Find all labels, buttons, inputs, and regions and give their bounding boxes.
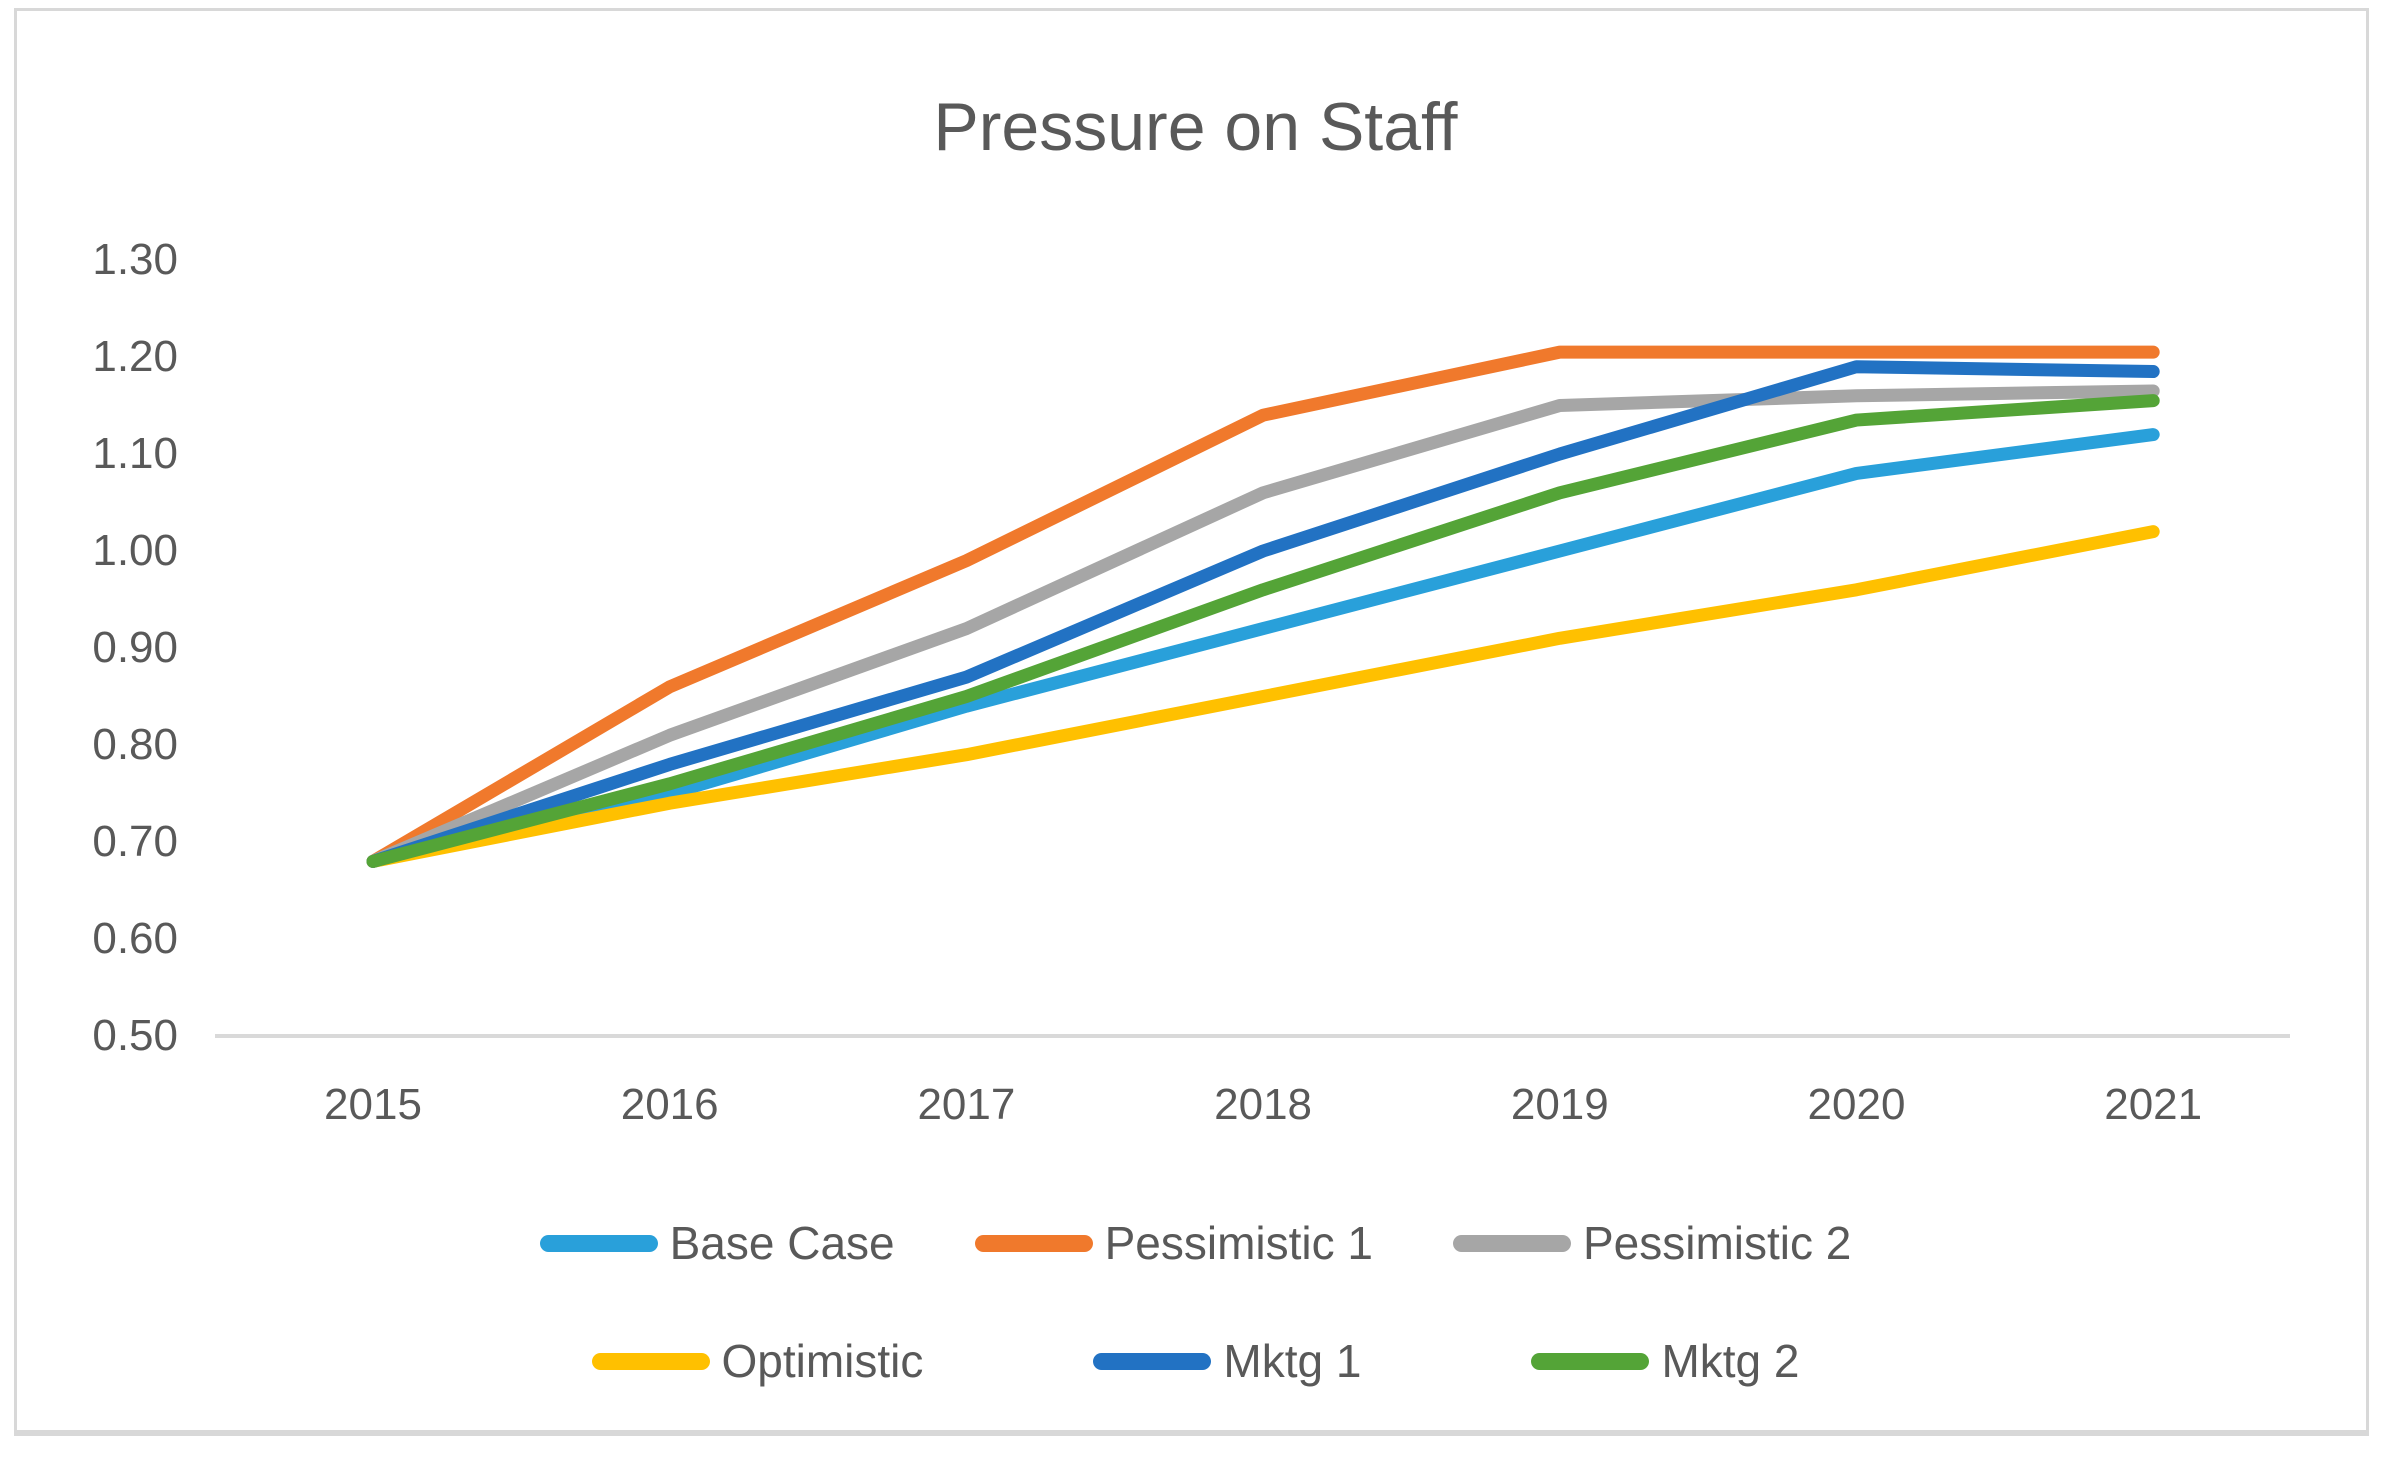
y-tick-label-0.70: 0.70 <box>92 817 178 866</box>
y-tick-label-0.80: 0.80 <box>92 720 178 769</box>
series-line-mktg-2 <box>366 394 2160 868</box>
x-tick-label-2015: 2015 <box>324 1080 422 1129</box>
legend-label-pessimistic-1: Pessimistic 1 <box>1104 1217 1373 1269</box>
y-tick-label-0.90: 0.90 <box>92 623 178 672</box>
legend-item-pessimistic-1: Pessimistic 1 <box>974 1215 1373 1271</box>
y-tick-label-1.20: 1.20 <box>92 332 178 381</box>
series-line-optimistic <box>366 525 2160 868</box>
x-tick-label-2019: 2019 <box>1510 1080 1609 1129</box>
x-tick-label-2016: 2016 <box>620 1080 719 1129</box>
legend-item-mktg-2: Mktg 2 <box>1531 1333 1800 1389</box>
legend-item-optimistic: Optimistic <box>591 1333 924 1389</box>
series-line-pessimistic-1 <box>366 345 2160 868</box>
series-line-mktg-1 <box>366 360 2160 868</box>
legend-item-mktg-1: Mktg 1 <box>1093 1333 1361 1389</box>
x-tick-label-2020: 2020 <box>1807 1080 1906 1129</box>
y-tick-label-0.60: 0.60 <box>92 914 178 963</box>
legend-label-mktg-1: Mktg 1 <box>1223 1335 1362 1387</box>
legend-row-1: Base Case Pessimistic 1 Pessimistic 2 <box>0 1215 2391 1271</box>
x-tick-label-2018: 2018 <box>1214 1080 1313 1129</box>
legend-row-2: Optimistic Mktg 1 Mktg 2 <box>0 1333 2391 1389</box>
series-line-base-case <box>366 428 2160 868</box>
y-tick-label-1.30: 1.30 <box>92 235 178 284</box>
x-tick-label-2017: 2017 <box>917 1080 1016 1129</box>
chart-border-frame <box>14 8 2369 1436</box>
legend-swatch-pessimistic-2 <box>1453 1234 1571 1252</box>
x-tick-label-2021: 2021 <box>2104 1080 2203 1129</box>
legend-swatch-mktg-2 <box>1531 1352 1650 1370</box>
legend-label-mktg-2: Mktg 2 <box>1661 1335 1800 1387</box>
legend-swatch-pessimistic-1 <box>974 1234 1093 1252</box>
legend-swatch-mktg-1 <box>1093 1352 1212 1370</box>
series-line-pessimistic-2 <box>366 384 2160 868</box>
legend-swatch-optimistic <box>591 1352 710 1370</box>
legend-item-pessimistic-2: Pessimistic 2 <box>1453 1215 1851 1271</box>
y-tick-label-1.00: 1.00 <box>92 526 178 575</box>
y-tick-label-1.10: 1.10 <box>92 429 178 478</box>
y-tick-label-0.50: 0.50 <box>92 1011 178 1060</box>
chart-title: Pressure on Staff <box>933 89 1458 165</box>
legend-label-base-case: Base Case <box>669 1217 895 1269</box>
legend-label-pessimistic-2: Pessimistic 2 <box>1583 1217 1852 1269</box>
legend-swatch-base-case <box>539 1234 658 1252</box>
legend-label-optimistic: Optimistic <box>721 1335 924 1387</box>
legend-item-base-case: Base Case <box>539 1215 895 1271</box>
